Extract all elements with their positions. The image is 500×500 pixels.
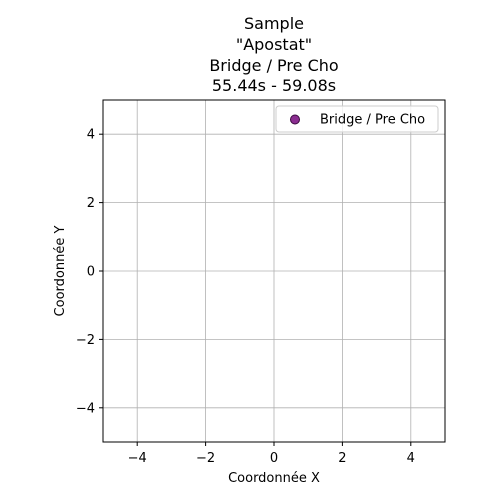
x-tick-label: 4 <box>407 451 415 466</box>
legend-entry-label: Bridge / Pre Cho <box>320 113 425 128</box>
x-axis-ticks: −4 −2 0 2 4 <box>128 442 415 466</box>
title-line-1: Sample <box>244 14 304 33</box>
y-axis-ticks: −4 −2 0 2 4 <box>76 128 103 416</box>
y-tick-label: −4 <box>76 401 95 416</box>
y-tick-label: 2 <box>87 196 95 211</box>
x-tick-label: −4 <box>128 451 147 466</box>
legend: Bridge / Pre Cho <box>275 105 439 133</box>
title-line-4: 55.44s - 59.08s <box>212 76 336 95</box>
grid <box>103 100 445 442</box>
legend-box <box>275 105 439 133</box>
x-tick-label: 0 <box>270 451 278 466</box>
title-line-2: "Apostat" <box>236 35 312 54</box>
legend-marker <box>290 114 300 125</box>
y-tick-label: 4 <box>87 128 95 143</box>
title-line-3: Bridge / Pre Cho <box>209 56 338 75</box>
x-tick-label: −2 <box>196 451 215 466</box>
y-axis-label: Coordonnée Y <box>53 226 68 317</box>
y-tick-label: 0 <box>87 265 95 280</box>
x-tick-label: 2 <box>338 451 346 466</box>
x-axis-label: Coordonnée X <box>228 471 320 486</box>
y-tick-label: −2 <box>76 333 95 348</box>
chart-title: Sample "Apostat" Bridge / Pre Cho 55.44s… <box>209 14 338 95</box>
